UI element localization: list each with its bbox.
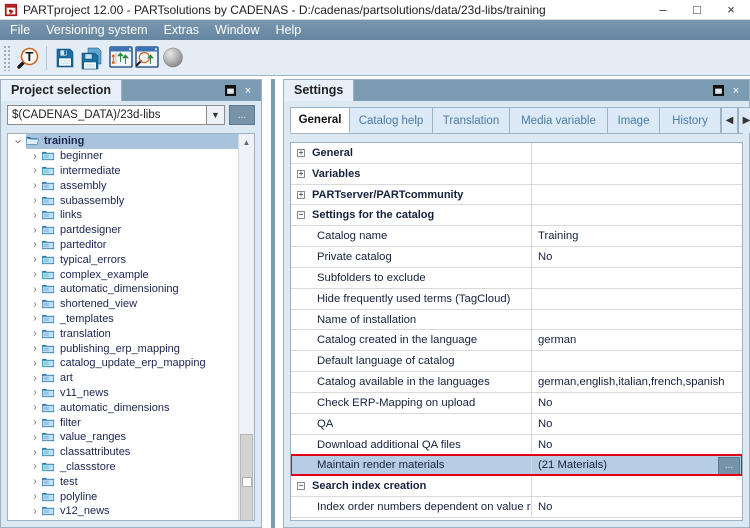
svg-text:T: T (25, 49, 33, 64)
